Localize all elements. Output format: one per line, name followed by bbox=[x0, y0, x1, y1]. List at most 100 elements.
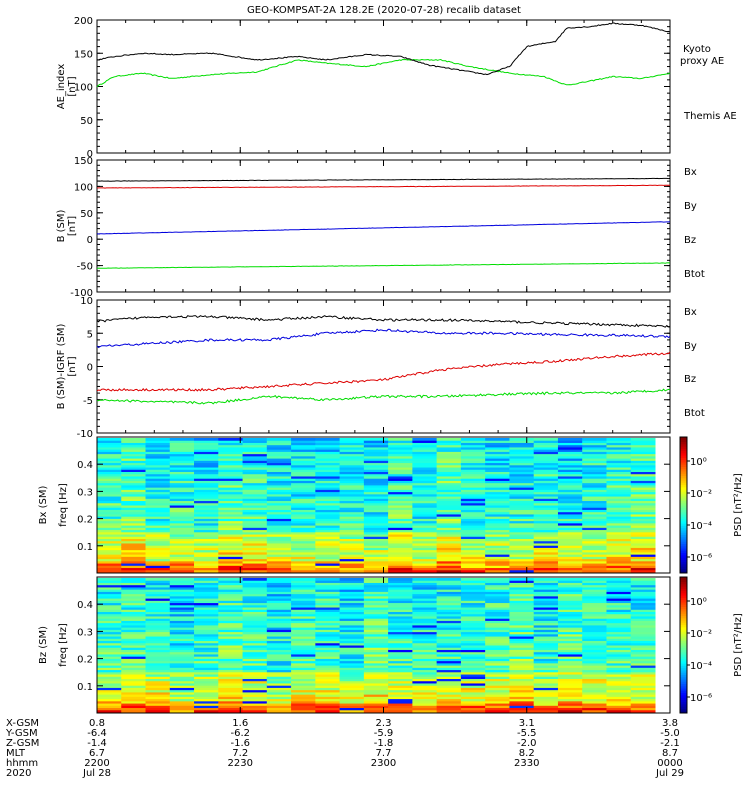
heatmap-cell bbox=[509, 556, 535, 560]
heatmap-cell bbox=[242, 696, 268, 700]
heatmap-cell bbox=[315, 607, 341, 610]
heatmap-cell bbox=[291, 502, 316, 506]
heatmap-cell bbox=[557, 449, 583, 452]
heatmap-cell bbox=[169, 560, 195, 564]
heatmap-cell bbox=[509, 558, 535, 562]
heatmap-cell bbox=[266, 496, 292, 499]
heatmap-cell bbox=[218, 545, 244, 548]
heatmap-cell bbox=[557, 698, 583, 702]
heatmap-cell bbox=[412, 631, 438, 635]
heatmap-cell bbox=[388, 505, 413, 508]
heatmap-cell bbox=[388, 493, 413, 497]
heatmap-cell bbox=[169, 653, 195, 657]
heatmap-cell bbox=[266, 542, 292, 546]
heatmap-cell bbox=[339, 538, 365, 542]
heatmap-cell bbox=[412, 707, 438, 711]
heatmap-cell bbox=[557, 502, 583, 506]
heatmap-cell bbox=[630, 438, 656, 441]
heatmap-cell bbox=[630, 669, 656, 673]
heatmap-cell bbox=[509, 600, 535, 604]
heatmap-cell bbox=[145, 540, 171, 544]
heatmap-cell bbox=[533, 604, 559, 608]
heatmap-cell bbox=[121, 444, 147, 448]
heatmap-cell bbox=[242, 462, 268, 466]
heatmap-cell bbox=[412, 453, 438, 457]
heatmap-cell bbox=[460, 586, 486, 590]
heatmap-cell bbox=[509, 633, 535, 637]
heatmap-cell bbox=[363, 631, 389, 635]
heatmap-cell bbox=[509, 453, 535, 457]
colorbar-segment bbox=[680, 495, 687, 499]
heatmap-cell bbox=[606, 509, 632, 513]
heatmap-cell bbox=[218, 549, 244, 553]
colorbar-segment bbox=[680, 443, 687, 447]
heatmap-cell bbox=[315, 647, 341, 650]
heatmap-cell bbox=[145, 471, 171, 475]
heatmap-cell bbox=[218, 645, 244, 648]
heatmap-cell bbox=[557, 689, 583, 693]
heatmap-cell bbox=[412, 567, 438, 571]
heatmap-cell bbox=[582, 536, 607, 539]
heatmap-cell bbox=[145, 569, 171, 573]
heatmap-cell bbox=[266, 687, 292, 691]
heatmap-cell bbox=[339, 640, 365, 644]
heatmap-cell bbox=[266, 629, 292, 633]
heatmap-cell bbox=[509, 549, 535, 553]
heatmap-cell bbox=[218, 615, 244, 619]
heatmap-cell bbox=[242, 491, 268, 495]
heatmap-cell bbox=[339, 705, 365, 709]
heatmap-cell bbox=[533, 451, 559, 455]
heatmap-cell bbox=[412, 703, 438, 706]
heatmap-cell bbox=[266, 578, 292, 581]
heatmap-cell bbox=[582, 705, 607, 709]
colorbar-segment bbox=[680, 568, 687, 572]
heatmap-cell bbox=[145, 527, 171, 531]
heatmap-cell bbox=[169, 613, 195, 617]
heatmap-cell bbox=[218, 669, 244, 673]
heatmap-cell bbox=[509, 687, 535, 691]
heatmap-cell bbox=[557, 475, 583, 479]
heatmap-cell bbox=[630, 538, 656, 542]
heatmap-cell bbox=[582, 547, 607, 551]
heatmap-cell bbox=[291, 611, 316, 615]
heatmap-cell bbox=[169, 642, 195, 646]
heatmap-cell bbox=[339, 615, 365, 619]
heatmap-cell bbox=[630, 565, 656, 569]
heatmap-cell bbox=[485, 689, 510, 693]
heatmap-cell bbox=[169, 545, 195, 548]
heatmap-cell bbox=[485, 586, 510, 590]
heatmap-cell bbox=[557, 611, 583, 615]
heatmap-cell bbox=[412, 671, 438, 675]
heatmap-cell bbox=[606, 482, 632, 486]
heatmap-cell bbox=[388, 464, 413, 468]
heatmap-cell bbox=[388, 676, 413, 679]
heatmap-cell bbox=[291, 462, 316, 466]
heatmap-cell bbox=[436, 631, 462, 635]
heatmap-cell bbox=[291, 638, 316, 642]
heatmap-cell bbox=[412, 645, 438, 648]
heatmap-cell bbox=[582, 545, 607, 548]
heatmap-cell bbox=[169, 462, 195, 466]
heatmap-cell bbox=[218, 467, 244, 470]
heatmap-cell bbox=[145, 518, 171, 522]
heatmap-cell bbox=[266, 609, 292, 612]
heatmap-cell bbox=[218, 640, 244, 644]
heatmap-cell bbox=[266, 636, 292, 639]
heatmap-cell bbox=[509, 629, 535, 633]
heatmap-cell bbox=[533, 591, 559, 595]
heatmap-cell bbox=[145, 698, 171, 702]
heatmap-cell bbox=[630, 582, 656, 586]
heatmap-cell bbox=[582, 620, 607, 624]
colorbar-segment bbox=[680, 554, 687, 558]
heatmap-cell bbox=[291, 696, 316, 700]
heatmap-cell bbox=[266, 682, 292, 686]
heatmap-cell bbox=[339, 513, 365, 517]
heatmap-cell bbox=[436, 627, 462, 630]
heatmap-cell bbox=[606, 502, 632, 506]
heatmap-cell bbox=[169, 609, 195, 612]
heatmap-cell bbox=[145, 586, 171, 590]
heatmap-cell bbox=[363, 513, 389, 517]
heatmap-cell bbox=[194, 578, 219, 581]
heatmap-cell bbox=[121, 631, 147, 635]
heatmap-cell bbox=[121, 462, 147, 466]
